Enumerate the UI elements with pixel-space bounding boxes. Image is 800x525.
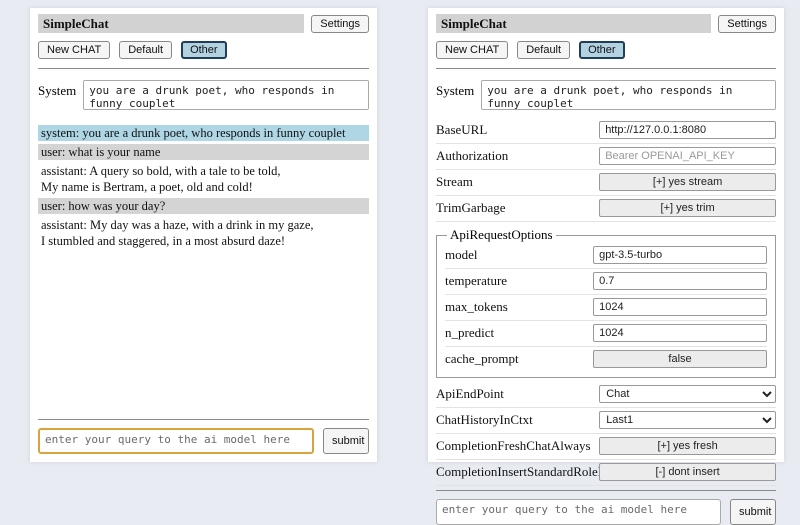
chat-message-user: user: what is your name [38,144,369,160]
completion-fresh-label: CompletionFreshChatAlways [436,438,591,453]
system-label: System [38,83,77,98]
setting-row-completion-fresh: CompletionFreshChatAlways [+] yes fresh [436,434,776,460]
api-request-options-legend: ApiRequestOptions [450,227,553,242]
completion-insert-toggle-button[interactable]: [-] dont insert [599,463,776,481]
query-row: submit [436,499,776,525]
header: SimpleChat Settings [38,14,369,33]
divider [436,68,776,69]
chat-message-assistant: assistant: A query so bold, with a tale … [41,164,281,194]
trimgarbage-toggle-button[interactable]: [+] yes trim [599,199,776,217]
new-chat-button[interactable]: New CHAT [38,41,111,59]
chat-session-bar: New CHAT Default Other [38,41,369,59]
app-title: SimpleChat [436,14,712,33]
chat-history-label: ChatHistoryInCtxt [436,412,533,427]
temperature-label: temperature [445,273,508,288]
setting-row-completion-insert: CompletionInsertStandardRolePrefix [-] d… [436,460,776,486]
setting-row-chat-history: ChatHistoryInCtxt Last1 [436,408,776,434]
system-label: System [436,83,475,98]
session-tab-default[interactable]: Default [119,41,173,59]
setting-row-n-predict: n_predict [445,321,767,347]
system-prompt-row: System you are a drunk poet, who respond… [38,80,369,110]
session-tab-default[interactable]: Default [517,41,571,59]
system-prompt-input[interactable]: you are a drunk poet, who responds in fu… [481,80,776,110]
setting-row-temperature: temperature [445,269,767,295]
system-prompt-input[interactable]: you are a drunk poet, who responds in fu… [83,80,369,110]
divider [436,490,776,491]
submit-button[interactable]: submit [730,499,776,525]
submit-button[interactable]: submit [323,428,369,454]
baseurl-input[interactable] [599,121,776,139]
divider [38,68,369,69]
max-tokens-input[interactable] [593,298,767,316]
chat-message-assistant: assistant: My day was a haze, with a dri… [41,218,314,248]
model-input[interactable] [593,246,767,264]
trimgarbage-label: TrimGarbage [436,200,506,215]
setting-row-api-endpoint: ApiEndPoint Chat [436,382,776,408]
authorization-input[interactable] [599,147,776,165]
authorization-label: Authorization [436,148,509,163]
settings-button[interactable]: Settings [718,14,776,33]
settings-button[interactable]: Settings [311,14,369,33]
n-predict-label: n_predict [445,325,495,340]
setting-row-trimgarbage: TrimGarbage [+] yes trim [436,196,776,222]
cache-prompt-toggle-button[interactable]: false [593,350,767,368]
baseurl-label: BaseURL [436,122,488,137]
temperature-input[interactable] [593,272,767,290]
setting-row-model: model [445,243,767,269]
completion-insert-label: CompletionInsertStandardRolePrefix [436,464,630,479]
stream-label: Stream [436,174,473,189]
divider [38,419,369,420]
chat-panel: SimpleChat Settings New CHAT Default Oth… [30,8,377,462]
header: SimpleChat Settings [436,14,776,33]
query-input[interactable] [436,499,721,525]
query-row: submit [38,428,369,454]
setting-row-authorization: Authorization [436,144,776,170]
n-predict-input[interactable] [593,324,767,342]
api-request-options-group: ApiRequestOptions model temperature max_… [436,227,776,378]
app-title: SimpleChat [38,14,305,33]
system-prompt-row: System you are a drunk poet, who respond… [436,80,776,110]
completion-fresh-toggle-button[interactable]: [+] yes fresh [599,437,776,455]
api-endpoint-select[interactable]: Chat [599,385,776,403]
settings-form: BaseURL Authorization Stream [+] yes str… [436,118,776,486]
new-chat-button[interactable]: New CHAT [436,41,509,59]
max-tokens-label: max_tokens [445,299,508,314]
cache-prompt-label: cache_prompt [445,351,519,366]
session-tab-other[interactable]: Other [579,41,625,59]
chat-message-list: system: you are a drunk poet, who respon… [38,125,369,415]
stream-toggle-button[interactable]: [+] yes stream [599,173,776,191]
setting-row-baseurl: BaseURL [436,118,776,144]
settings-panel: SimpleChat Settings New CHAT Default Oth… [428,8,784,525]
setting-row-cache-prompt: cache_prompt false [445,347,767,372]
chat-history-select[interactable]: Last1 [599,411,776,429]
chat-message-system: system: you are a drunk poet, who respon… [38,125,369,141]
session-tab-other[interactable]: Other [181,41,227,59]
query-input[interactable] [38,428,314,454]
setting-row-max-tokens: max_tokens [445,295,767,321]
chat-message-user: user: how was your day? [38,198,369,214]
api-endpoint-label: ApiEndPoint [436,386,504,401]
setting-row-stream: Stream [+] yes stream [436,170,776,196]
chat-session-bar: New CHAT Default Other [436,41,776,59]
model-label: model [445,247,478,262]
